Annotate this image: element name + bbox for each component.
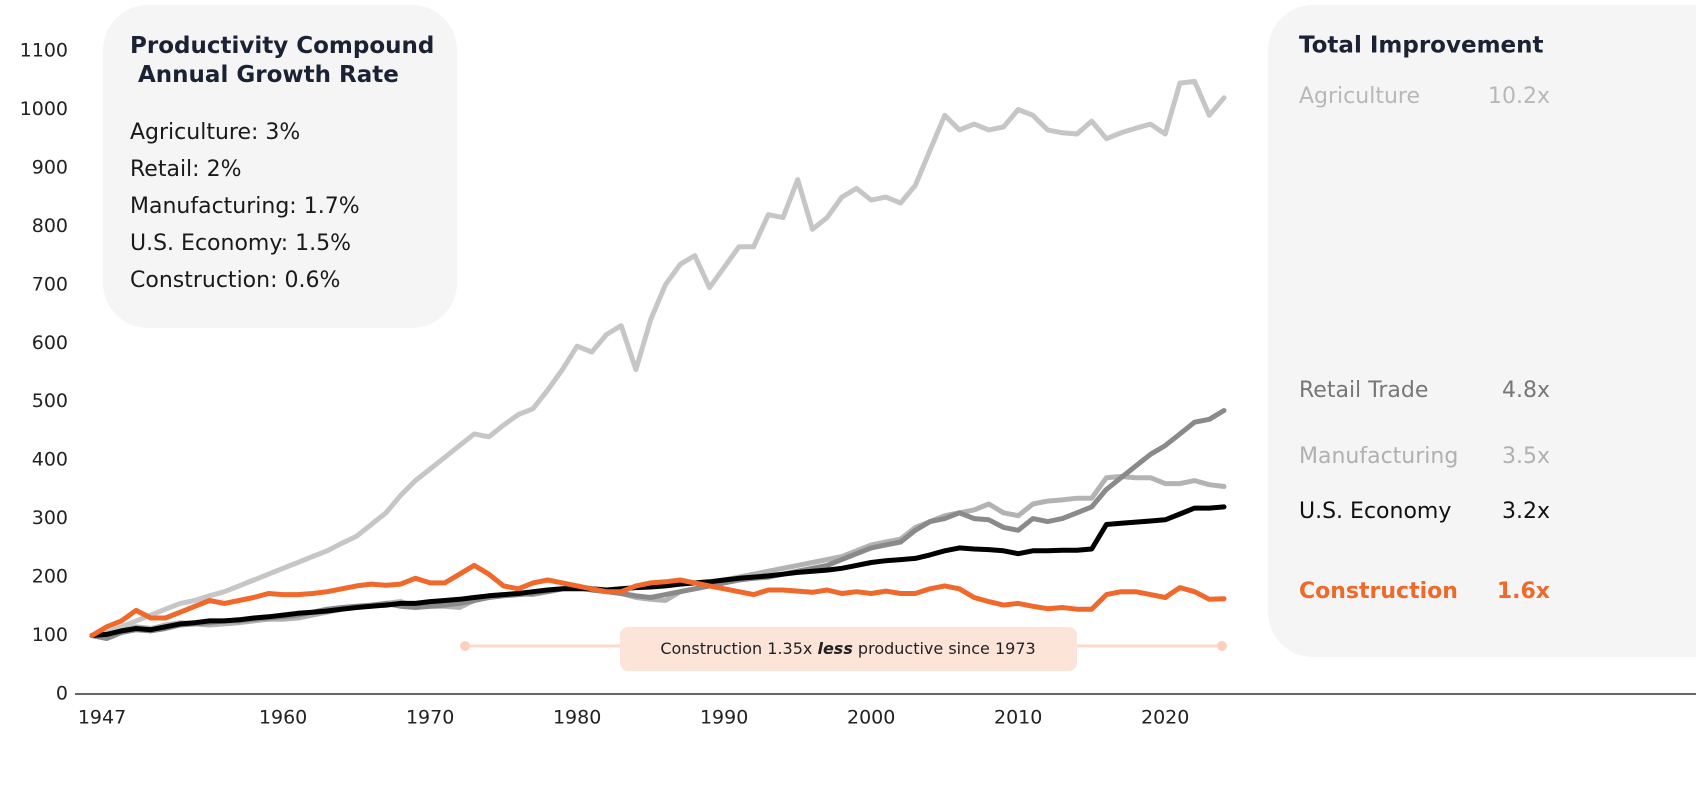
legend-name: U.S. Economy — [1299, 499, 1451, 524]
y-tick-label: 800 — [32, 215, 68, 237]
cagr-item: U.S. Economy: 1.5% — [130, 231, 351, 256]
y-tick-label: 400 — [32, 449, 68, 471]
legend-value: 1.6x — [1497, 579, 1550, 604]
x-tick-label: 1970 — [406, 707, 454, 729]
y-tick-label: 700 — [32, 273, 68, 295]
cagr-box — [103, 5, 457, 328]
annotation-dot — [460, 641, 470, 651]
legend-name: Retail Trade — [1299, 378, 1428, 403]
x-tick-label: 1960 — [259, 707, 307, 729]
annotation-pill — [620, 627, 1077, 671]
annotation-dot — [1217, 641, 1227, 651]
x-tick-label: 1980 — [553, 707, 601, 729]
legend-name: Agriculture — [1299, 84, 1420, 109]
y-tick-label: 100 — [32, 624, 68, 646]
cagr-item: Manufacturing: 1.7% — [130, 194, 360, 219]
legend-value: 3.5x — [1502, 444, 1550, 469]
series-line — [89, 504, 1227, 638]
x-tick-label: 2000 — [847, 707, 895, 729]
improvement-box — [1268, 5, 1696, 657]
legend-name: Construction — [1299, 579, 1458, 604]
legend-name: Manufacturing — [1299, 444, 1458, 469]
x-tick-label: 2010 — [994, 707, 1042, 729]
improvement-title: Total Improvement — [1299, 33, 1544, 59]
annotation-emphasis: less — [817, 639, 852, 658]
annotation-part: productive since 1973 — [853, 639, 1036, 658]
legend-value: 3.2x — [1502, 499, 1550, 524]
series-line — [89, 78, 1227, 638]
x-tick-label: 2020 — [1141, 707, 1189, 729]
y-tick-label: 500 — [32, 390, 68, 412]
y-tick-label: 200 — [32, 566, 68, 588]
annotation-part: Construction 1.35x — [660, 639, 817, 658]
series-line — [89, 562, 1227, 638]
legend-value: 10.2x — [1488, 84, 1550, 109]
x-tick-label: 1990 — [700, 707, 748, 729]
x-tick-label: 1947 — [78, 707, 126, 729]
y-tick-label: 600 — [32, 332, 68, 354]
y-tick-label: 1100 — [20, 40, 68, 62]
cagr-title-line: Productivity Compound — [130, 33, 434, 59]
y-tick-label: 1000 — [20, 98, 68, 120]
series-line — [89, 408, 1227, 641]
legend-value: 4.8x — [1502, 378, 1550, 403]
cagr-item: Retail: 2% — [130, 157, 241, 182]
annotation-text: Construction 1.35x less productive since… — [660, 639, 1035, 658]
cagr-title: Productivity Compound Annual Growth Rate — [130, 33, 434, 88]
y-tick-label: 300 — [32, 507, 68, 529]
cagr-item: Agriculture: 3% — [130, 120, 300, 145]
cagr-item: Construction: 0.6% — [130, 268, 340, 293]
y-tick-label: 0 — [56, 683, 68, 705]
series-line — [89, 474, 1227, 638]
cagr-title-line: Annual Growth Rate — [130, 62, 399, 88]
y-tick-label: 900 — [32, 156, 68, 178]
